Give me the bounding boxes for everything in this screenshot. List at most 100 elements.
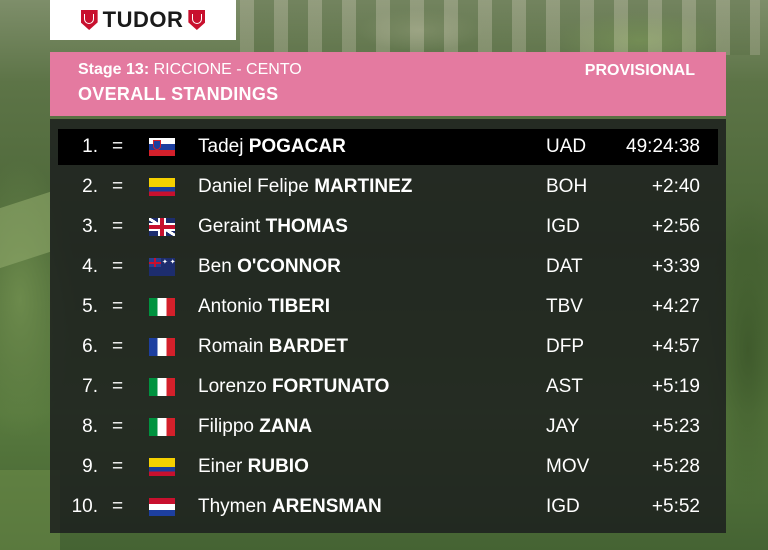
standings-row: 7. = Lorenzo FORTUNATO AST +5:19 — [58, 369, 718, 405]
standings-title: OVERALL STANDINGS — [78, 84, 279, 104]
tudor-shield-icon — [188, 10, 206, 30]
time-gap: +5:23 — [651, 416, 700, 437]
rider-first-name: Thymen — [198, 496, 267, 517]
standings-header: Stage 13: RICCIONE - CENTO OVERALL STAND… — [50, 52, 726, 116]
team-code: JAY — [546, 416, 580, 437]
rider-name: Romain BARDET — [198, 329, 348, 365]
rider-name: Thymen ARENSMAN — [198, 489, 382, 525]
rank: 2. — [82, 176, 98, 197]
team-code: TBV — [546, 296, 583, 317]
standings-row: 2. = Daniel Felipe MARTINEZ BOH +2:40 — [58, 169, 718, 205]
team-code: UAD — [546, 136, 587, 157]
country-flag-icon — [149, 458, 175, 476]
rider-last-name: BARDET — [268, 336, 348, 357]
rider-last-name: FORTUNATO — [271, 376, 390, 397]
rank-change: = — [112, 216, 124, 237]
team-code: BOH — [546, 176, 588, 197]
team-code: MOV — [546, 456, 590, 477]
team-code: IGD — [546, 216, 580, 237]
rank: 3. — [82, 216, 98, 237]
stage-line: Stage 13: RICCIONE - CENTO — [78, 61, 698, 79]
rider-last-name: ZANA — [259, 416, 313, 437]
team-code: DFP — [546, 336, 584, 357]
rank: 7. — [82, 376, 98, 397]
rider-last-name: RUBIO — [247, 456, 309, 477]
rank-change: = — [112, 376, 124, 397]
rider-first-name: Daniel Felipe — [198, 176, 309, 197]
standings-row: 9. = Einer RUBIO MOV +5:28 — [58, 449, 718, 485]
rank: 10. — [71, 496, 98, 517]
rider-first-name: Tadej — [198, 136, 244, 157]
rank: 1. — [82, 136, 98, 157]
rider-name: Lorenzo FORTUNATO — [198, 369, 389, 405]
stage-number: Stage 13: — [78, 61, 150, 78]
country-flag-icon — [149, 498, 175, 516]
standings-row: 6. = Romain BARDET DFP +4:57 — [58, 329, 718, 365]
rider-first-name: Ben — [198, 256, 232, 277]
rider-last-name: MARTINEZ — [314, 176, 413, 197]
team-code: IGD — [546, 496, 580, 517]
standings-row: 8. = Filippo ZANA JAY +5:23 — [58, 409, 718, 445]
rank: 5. — [82, 296, 98, 317]
rider-first-name: Antonio — [198, 296, 263, 317]
rank-change: = — [112, 176, 124, 197]
country-flag-icon — [149, 298, 175, 316]
team-code: AST — [546, 376, 583, 397]
rank-change: = — [112, 136, 124, 157]
field-patch — [0, 191, 50, 269]
country-flag-icon — [149, 378, 175, 396]
rider-first-name: Romain — [198, 336, 264, 357]
rank: 8. — [82, 416, 98, 437]
time-gap: 49:24:38 — [626, 136, 700, 157]
country-flag-icon — [149, 418, 175, 436]
tudor-logo: TUDOR — [50, 0, 236, 40]
standings-row: 3. = Geraint THOMAS IGD +2:56 — [58, 209, 718, 245]
rider-name: Antonio TIBERI — [198, 289, 330, 325]
time-gap: +4:27 — [651, 296, 700, 317]
rank-change: = — [112, 296, 124, 317]
standings-row: 4. = Ben O'CONNOR DAT +3:39 — [58, 249, 718, 285]
rider-last-name: THOMAS — [265, 216, 348, 237]
rank-change: = — [112, 496, 124, 517]
time-gap: +3:39 — [651, 256, 700, 277]
rider-last-name: O'CONNOR — [237, 256, 341, 277]
time-gap: +2:56 — [651, 216, 700, 237]
rank: 4. — [82, 256, 98, 277]
rank-change: = — [112, 456, 124, 477]
time-gap: +5:19 — [651, 376, 700, 397]
rider-name: Ben O'CONNOR — [198, 249, 341, 285]
tudor-shield-icon — [80, 10, 98, 30]
time-gap: +2:40 — [651, 176, 700, 197]
country-flag-icon — [149, 218, 175, 236]
rank-change: = — [112, 416, 124, 437]
logo-text: TUDOR — [102, 7, 184, 32]
rider-name: Filippo ZANA — [198, 409, 312, 445]
country-flag-icon — [149, 338, 175, 356]
time-gap: +5:52 — [651, 496, 700, 517]
town-rooftops — [240, 0, 760, 55]
time-gap: +5:28 — [651, 456, 700, 477]
standings-row: 10. = Thymen ARENSMAN IGD +5:52 — [58, 489, 718, 525]
rider-first-name: Einer — [198, 456, 243, 477]
team-code: DAT — [546, 256, 583, 277]
rider-first-name: Geraint — [198, 216, 261, 237]
stage-route: RICCIONE - CENTO — [153, 61, 302, 78]
country-flag-icon — [149, 138, 175, 156]
rider-name: Geraint THOMAS — [198, 209, 348, 245]
rider-name: Einer RUBIO — [198, 449, 309, 485]
rank-change: = — [112, 336, 124, 357]
rider-first-name: Lorenzo — [198, 376, 267, 397]
standings-row: 1. = Tadej POGACAR UAD 49:24:38 — [58, 129, 718, 165]
provisional-label: PROVISIONAL — [584, 62, 695, 79]
rider-name: Daniel Felipe MARTINEZ — [198, 169, 412, 205]
rider-last-name: POGACAR — [248, 136, 346, 157]
rider-first-name: Filippo — [198, 416, 254, 437]
country-flag-icon — [149, 258, 175, 276]
rider-name: Tadej POGACAR — [198, 129, 346, 165]
country-flag-icon — [149, 178, 175, 196]
standings-table: 1. = Tadej POGACAR UAD 49:24:38 2. = Daniel Fel… — [50, 119, 726, 533]
rider-last-name: ARENSMAN — [271, 496, 382, 517]
rider-last-name: TIBERI — [267, 296, 331, 317]
time-gap: +4:57 — [651, 336, 700, 357]
rank: 6. — [82, 336, 98, 357]
